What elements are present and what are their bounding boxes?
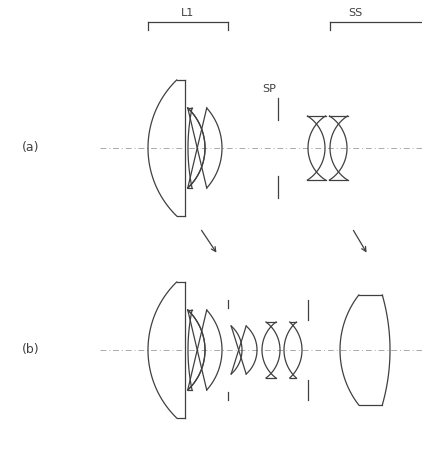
Text: (a): (a) [22, 141, 40, 154]
Text: SS: SS [348, 8, 362, 18]
Text: SP: SP [262, 84, 276, 94]
Text: L1: L1 [181, 8, 195, 18]
Text: (b): (b) [22, 344, 40, 357]
